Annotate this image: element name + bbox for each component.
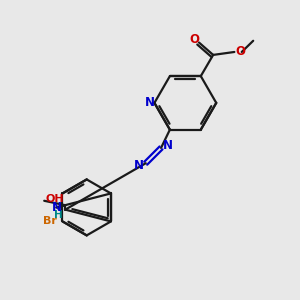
Text: OH: OH [46, 194, 64, 204]
Text: N: N [51, 201, 62, 214]
Text: N: N [145, 96, 155, 110]
Text: O: O [189, 33, 199, 46]
Text: N: N [134, 159, 144, 172]
Text: Br: Br [43, 216, 57, 226]
Text: O: O [236, 46, 246, 59]
Text: H: H [53, 210, 62, 220]
Text: N: N [163, 140, 172, 152]
